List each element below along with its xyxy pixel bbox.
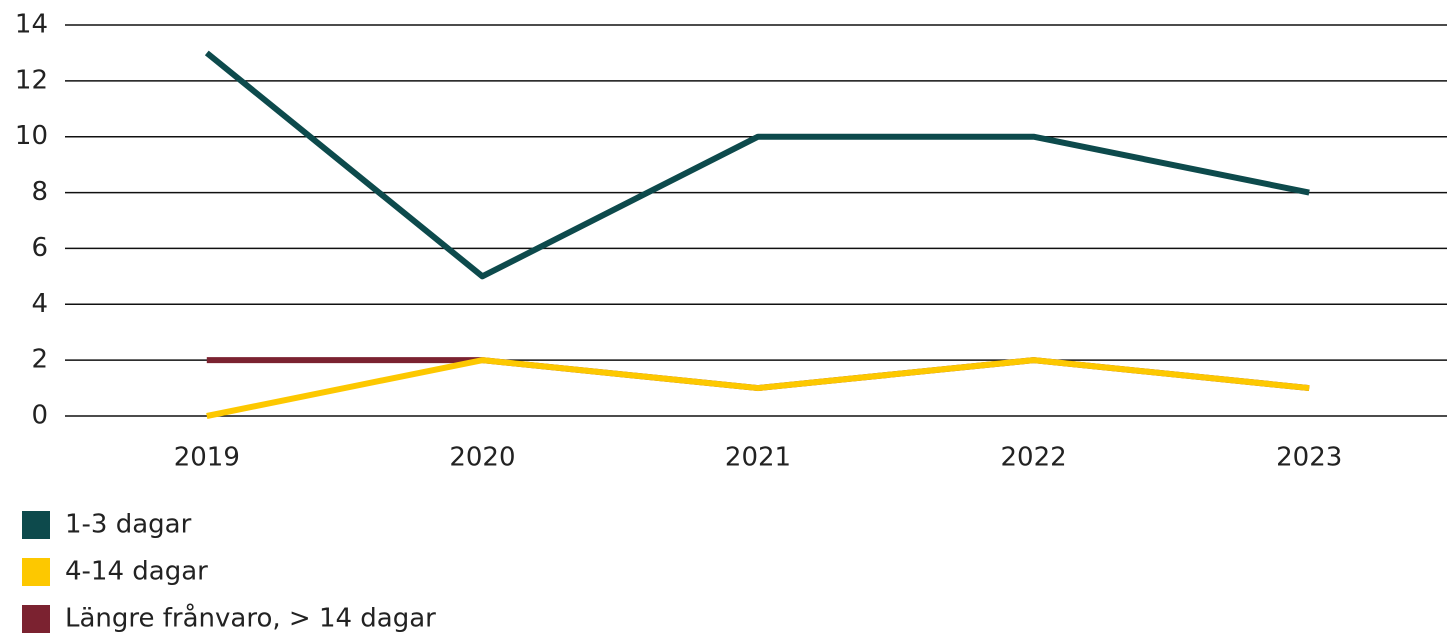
legend-swatch	[22, 511, 50, 539]
legend-label: 4-14 dagar	[65, 557, 208, 587]
series-line	[206, 357, 1310, 419]
y-tick-label: 6	[31, 233, 48, 263]
x-tick-label: 2020	[449, 443, 515, 473]
y-tick-label: 8	[31, 177, 48, 207]
y-tick-label: 2	[31, 345, 48, 375]
x-tick-label: 2023	[1276, 443, 1342, 473]
legend-label: Längre frånvaro, > 14 dagar	[65, 603, 436, 634]
x-tick-label: 2021	[725, 443, 791, 473]
legend-swatch	[22, 605, 50, 633]
y-tick-label: 4	[31, 289, 48, 319]
x-tick-label: 2022	[1001, 443, 1067, 473]
x-tick-label: 2019	[174, 443, 240, 473]
legend-label: 1-3 dagar	[65, 510, 192, 540]
legend-swatch	[22, 558, 50, 586]
y-tick-label: 14	[15, 10, 48, 40]
y-tick-label: 0	[31, 401, 48, 431]
series-line	[204, 50, 1310, 280]
y-tick-label: 12	[15, 65, 48, 95]
y-tick-label: 10	[15, 121, 48, 151]
